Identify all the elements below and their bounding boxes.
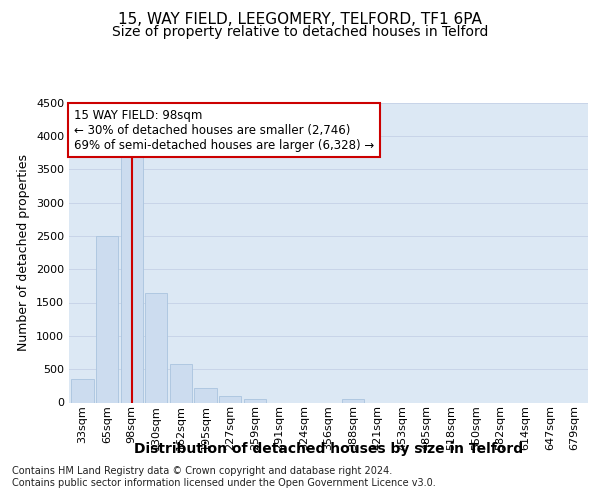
Text: 15 WAY FIELD: 98sqm
← 30% of detached houses are smaller (2,746)
69% of semi-det: 15 WAY FIELD: 98sqm ← 30% of detached ho… <box>74 108 374 152</box>
Text: Contains HM Land Registry data © Crown copyright and database right 2024.
Contai: Contains HM Land Registry data © Crown c… <box>12 466 436 487</box>
Bar <box>145 293 167 403</box>
Bar <box>342 399 364 402</box>
Bar <box>121 152 143 402</box>
Text: Size of property relative to detached houses in Telford: Size of property relative to detached ho… <box>112 25 488 39</box>
Text: Distribution of detached houses by size in Telford: Distribution of detached houses by size … <box>134 442 523 456</box>
Bar <box>96 236 118 402</box>
Bar <box>219 396 241 402</box>
Bar <box>194 388 217 402</box>
Bar <box>244 399 266 402</box>
Bar <box>71 379 94 402</box>
Bar <box>170 364 192 403</box>
Y-axis label: Number of detached properties: Number of detached properties <box>17 154 31 351</box>
Text: 15, WAY FIELD, LEEGOMERY, TELFORD, TF1 6PA: 15, WAY FIELD, LEEGOMERY, TELFORD, TF1 6… <box>118 12 482 28</box>
